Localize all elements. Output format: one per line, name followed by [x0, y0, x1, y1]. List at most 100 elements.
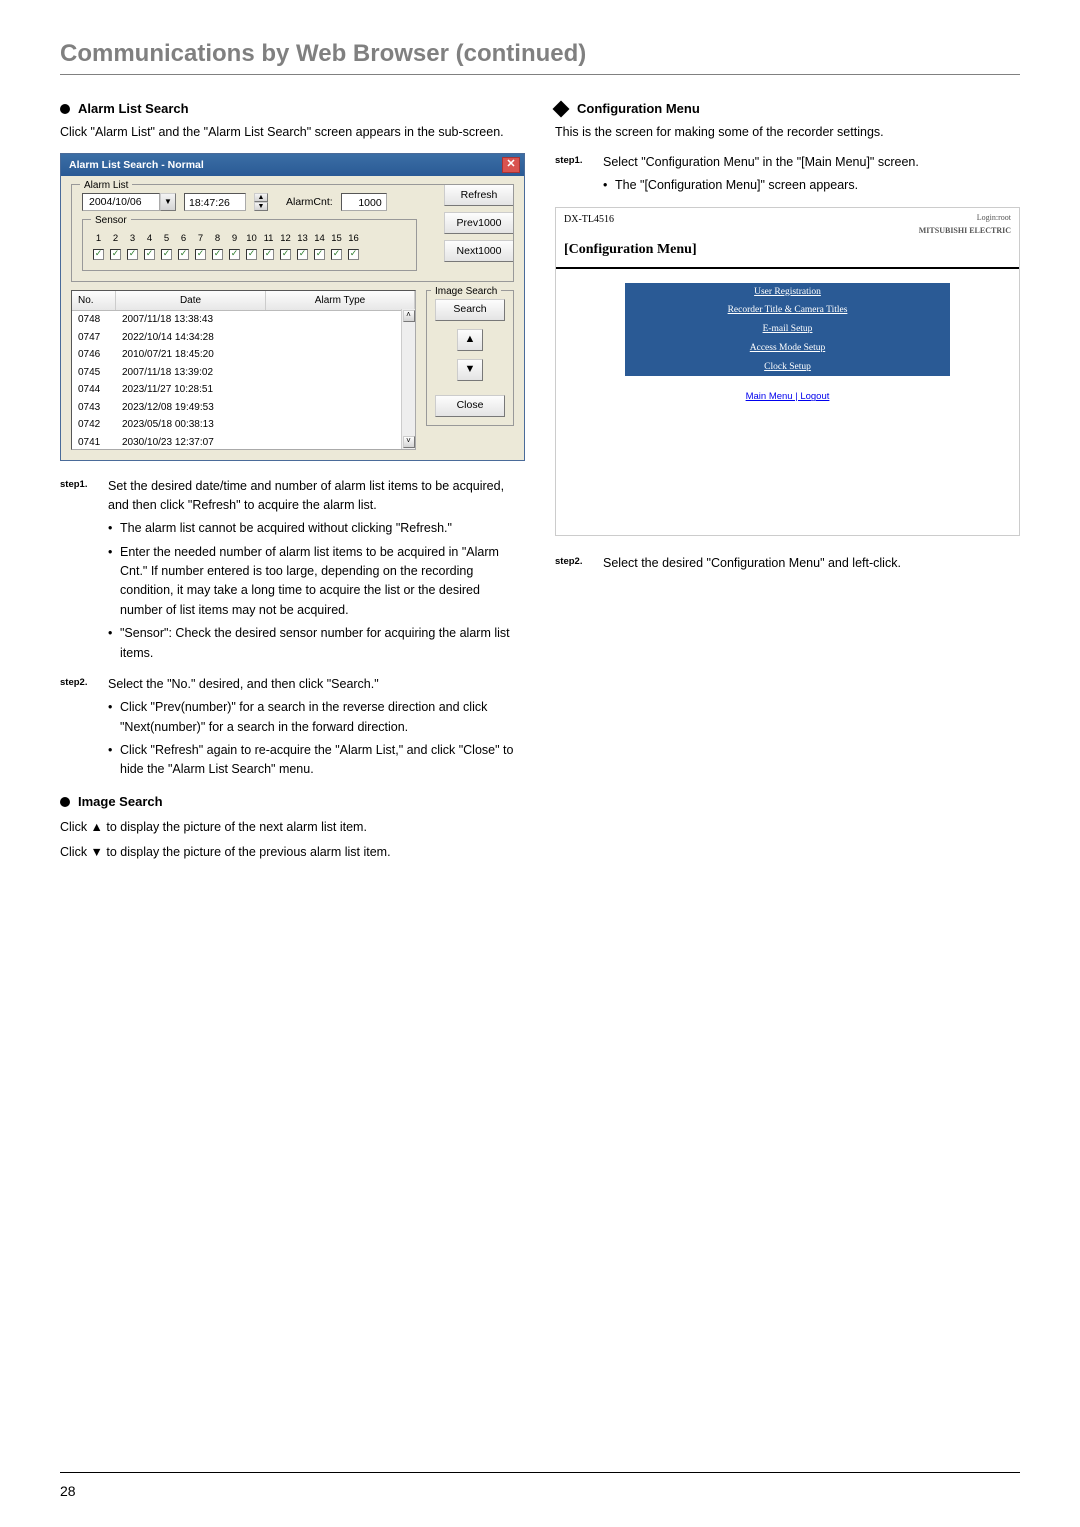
page-title: Communications by Web Browser (continued… [60, 40, 1020, 75]
col-type[interactable]: Alarm Type [266, 291, 415, 311]
table-row[interactable]: 07452007/11/18 13:39:02 [72, 364, 415, 382]
image-search-p2: Click ▼ to display the picture of the pr… [60, 843, 525, 862]
step-label: step1. [60, 477, 108, 667]
left-steps: step1. Set the desired date/time and num… [60, 477, 525, 784]
step-body: Select the "No." desired, and then click… [108, 675, 525, 784]
image-search-heading: Image Search [60, 792, 525, 812]
configuration-menu-heading: Configuration Menu [555, 99, 1020, 119]
list-item: "Sensor": Check the desired sensor numbe… [108, 624, 525, 663]
sensor-number: 11 [264, 232, 274, 247]
col-no[interactable]: No. [72, 291, 116, 311]
table-area: No. Date Alarm Type 07482007/11/18 13:38… [71, 290, 514, 450]
time-spinner[interactable]: ▲ ▼ [254, 193, 268, 211]
alarm-list-fieldset: Alarm List 2004/10/06 ▼ 18:47:26 ▲ ▼ Ala… [71, 184, 514, 282]
table-row[interactable]: 07412030/10/23 12:37:07 [72, 434, 415, 450]
sensor-checkbox[interactable]: ✓ [331, 249, 342, 260]
sensor-checkbox[interactable]: ✓ [348, 249, 359, 260]
cell-date: 2007/11/18 13:39:02 [116, 364, 266, 382]
sensor-checkbox[interactable]: ✓ [93, 249, 104, 260]
sensor-checkbox[interactable]: ✓ [229, 249, 240, 260]
sensor-checkbox[interactable]: ✓ [212, 249, 223, 260]
sensor-checkbox[interactable]: ✓ [314, 249, 325, 260]
sensor-checkbox[interactable]: ✓ [297, 249, 308, 260]
window-title: Alarm List Search - Normal [69, 157, 204, 173]
sensor-checkbox[interactable]: ✓ [127, 249, 138, 260]
sensor-checkbox[interactable]: ✓ [161, 249, 172, 260]
sensor-number: 13 [297, 232, 308, 247]
sensor-col: 15 ✓ [331, 232, 342, 260]
alarm-list-search-heading: Alarm List Search [60, 99, 525, 119]
cfg-sublinks[interactable]: Main Menu | Logout [556, 390, 1019, 405]
sensor-checkbox[interactable]: ✓ [195, 249, 206, 260]
sensor-number: 7 [198, 232, 203, 247]
cell-no: 0748 [72, 311, 116, 329]
sensor-checkbox[interactable]: ✓ [280, 249, 291, 260]
cfg-brand: MITSUBISHI ELECTRIC [919, 226, 1011, 235]
table-row[interactable]: 07442023/11/27 10:28:51 [72, 381, 415, 399]
date-select[interactable]: 2004/10/06 ▼ [82, 193, 176, 211]
alarm-list-legend: Alarm List [80, 178, 132, 194]
cell-date: 2010/07/21 18:45:20 [116, 346, 266, 364]
sensor-checkbox[interactable]: ✓ [144, 249, 155, 260]
table-row[interactable]: 07472022/10/14 14:34:28 [72, 329, 415, 347]
step-label: step2. [555, 554, 603, 573]
table-row[interactable]: 07432023/12/08 19:49:53 [72, 399, 415, 417]
right-step2-text: Select the desired "Configuration Menu" … [603, 556, 901, 570]
cell-no: 0744 [72, 381, 116, 399]
configuration-menu-intro: This is the screen for making some of th… [555, 123, 1020, 142]
cfg-link[interactable]: Clock Setup [625, 358, 949, 377]
sensor-number: 4 [147, 232, 152, 247]
cell-no: 0741 [72, 434, 116, 450]
table-row[interactable]: 07422023/05/18 00:38:13 [72, 416, 415, 434]
sensor-col: 2✓ [110, 232, 121, 260]
step1-bullets: The alarm list cannot be acquired withou… [108, 519, 525, 663]
image-search-fieldset: Image Search Search ▲ ▼ Close [426, 290, 514, 426]
scrollbar[interactable]: ˄ ˅ [401, 309, 415, 449]
cell-date: 2023/05/18 00:38:13 [116, 416, 266, 434]
image-search-p1: Click ▲ to display the picture of the ne… [60, 818, 525, 837]
window-titlebar: Alarm List Search - Normal ✕ [61, 154, 524, 176]
list-header: No. Date Alarm Type [72, 291, 415, 312]
diamond-icon [553, 101, 570, 118]
alarm-cnt-label: AlarmCnt: [286, 194, 333, 210]
cfg-title: [Configuration Menu] [556, 239, 1019, 269]
cfg-login-brand: Login:root MITSUBISHI ELECTRIC [919, 212, 1011, 237]
cfg-link[interactable]: Recorder Title & Camera Titles [625, 301, 949, 320]
left-column: Alarm List Search Click "Alarm List" and… [60, 99, 525, 863]
search-button[interactable]: Search [435, 299, 505, 321]
table-row[interactable]: 07482007/11/18 13:38:43 [72, 311, 415, 329]
time-input[interactable]: 18:47:26 [184, 193, 246, 211]
sensor-number: 15 [331, 232, 342, 247]
sensor-number: 5 [164, 232, 169, 247]
sensor-col: 3✓ [127, 232, 138, 260]
spinner-up-icon[interactable]: ▲ [254, 193, 268, 202]
spinner-down-icon[interactable]: ▼ [254, 202, 268, 211]
close-button[interactable]: Close [435, 395, 505, 417]
prev-image-button[interactable]: ▲ [457, 329, 483, 351]
cfg-link[interactable]: User Registration [625, 283, 949, 302]
alarm-cnt-input[interactable]: 1000 [341, 193, 387, 211]
sensor-col: 8✓ [212, 232, 223, 260]
col-date[interactable]: Date [116, 291, 266, 311]
alarm-list-pane: No. Date Alarm Type 07482007/11/18 13:38… [71, 290, 416, 450]
sensor-checkbox[interactable]: ✓ [246, 249, 257, 260]
sensor-checkbox[interactable]: ✓ [178, 249, 189, 260]
cfg-link[interactable]: Access Mode Setup [625, 339, 949, 358]
scroll-up-icon[interactable]: ˄ [403, 310, 415, 322]
step-body: Select the desired "Configuration Menu" … [603, 554, 1020, 573]
chevron-down-icon[interactable]: ▼ [160, 193, 176, 211]
scroll-down-icon[interactable]: ˅ [403, 436, 415, 448]
cfg-top-bar: DX-TL4516 Login:root MITSUBISHI ELECTRIC [556, 208, 1019, 239]
sensor-col: 11 ✓ [263, 232, 274, 260]
close-icon[interactable]: ✕ [502, 157, 520, 173]
sensor-number: 3 [130, 232, 135, 247]
sensor-col: 9✓ [229, 232, 240, 260]
sensor-checkbox[interactable]: ✓ [263, 249, 274, 260]
next-image-button[interactable]: ▼ [457, 359, 483, 381]
table-row[interactable]: 07462010/07/21 18:45:20 [72, 346, 415, 364]
sensor-checkbox[interactable]: ✓ [110, 249, 121, 260]
cfg-link[interactable]: E-mail Setup [625, 320, 949, 339]
cell-date: 2023/12/08 19:49:53 [116, 399, 266, 417]
sensor-number: 14 [314, 232, 325, 247]
cfg-login: Login:root [977, 213, 1011, 222]
